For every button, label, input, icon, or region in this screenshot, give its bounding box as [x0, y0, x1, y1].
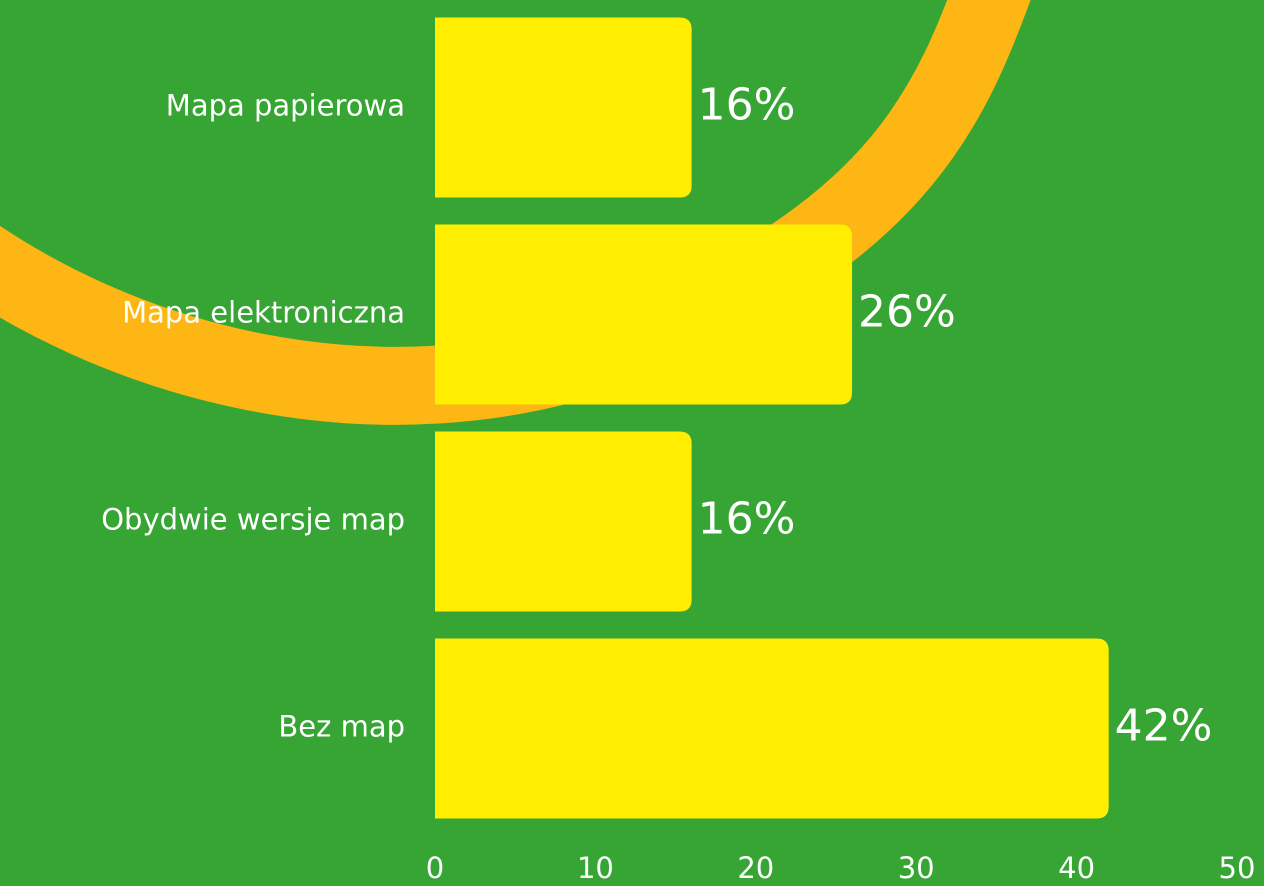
value-label: 26%: [858, 287, 956, 338]
x-tick-label: 40: [1058, 851, 1095, 885]
bar: [435, 224, 852, 404]
y-tick-label: Obydwie wersje map: [101, 503, 405, 537]
y-tick-label: Mapa elektroniczna: [122, 296, 405, 330]
bar: [435, 17, 692, 197]
bar: [435, 638, 1109, 818]
x-tick-label: 20: [737, 851, 774, 885]
value-label: 42%: [1115, 701, 1213, 752]
y-tick-label: Mapa papierowa: [166, 89, 405, 123]
x-tick-label: 10: [577, 851, 614, 885]
value-label: 16%: [698, 494, 796, 545]
chart: 0 10 20 30 40 50 Mapa papierowa 16% Mapa elektro…: [0, 0, 1264, 886]
x-tick-label: 0: [426, 851, 444, 885]
value-label: 16%: [698, 80, 796, 131]
x-tick-label: 30: [898, 851, 935, 885]
bar: [435, 431, 692, 611]
y-tick-label: Bez map: [278, 710, 405, 744]
x-tick-label: 50: [1219, 851, 1256, 885]
